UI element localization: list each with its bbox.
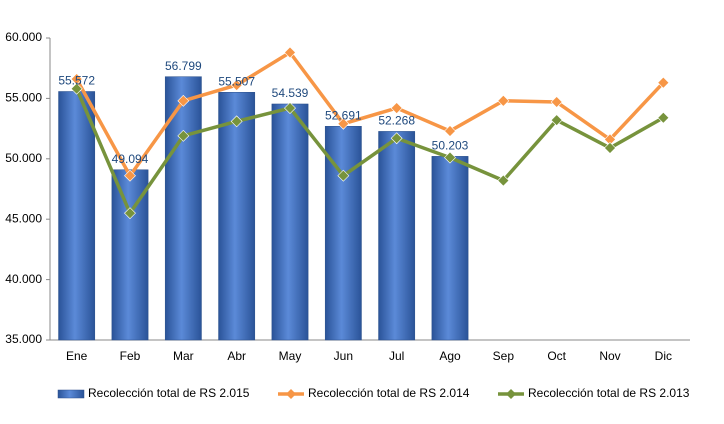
- y-tick-label: 50.000: [5, 151, 42, 165]
- bar: [271, 103, 309, 341]
- x-tick-label: Jun: [334, 349, 353, 363]
- legend-swatch: [57, 389, 85, 399]
- marker: [337, 117, 350, 130]
- x-tick-label: Feb: [120, 349, 141, 363]
- marker: [497, 174, 510, 187]
- bar: [378, 131, 416, 341]
- data-label: 55.572: [58, 74, 95, 88]
- marker: [230, 115, 243, 128]
- marker: [444, 151, 456, 164]
- line: [75, 50, 665, 178]
- y-tick-label: 60.000: [5, 30, 42, 44]
- marker: [230, 79, 243, 92]
- line: [75, 88, 665, 215]
- marker: [124, 207, 136, 220]
- marker: [70, 82, 83, 95]
- marker: [390, 102, 403, 114]
- legend-marker: [506, 389, 516, 399]
- marker: [284, 46, 296, 59]
- x-tick-label: Sep: [493, 349, 515, 363]
- x-tick-label: Ene: [66, 349, 88, 363]
- marker: [604, 142, 616, 154]
- x-tick-label: Ago: [439, 349, 461, 363]
- y-tick-label: 40.000: [5, 272, 42, 286]
- legend-label: Recolección total de RS 2.014: [308, 386, 470, 400]
- data-label: 56.799: [165, 59, 202, 73]
- x-tick-label: Nov: [599, 349, 620, 363]
- x-tick-label: May: [279, 349, 302, 363]
- data-label: 49.094: [112, 152, 149, 166]
- data-label: 50.203: [432, 139, 469, 153]
- marker: [550, 96, 563, 108]
- x-tick-label: Abr: [227, 349, 246, 363]
- marker: [284, 102, 296, 114]
- x-tick-label: Oct: [547, 349, 566, 363]
- x-tick-label: Dic: [655, 349, 672, 363]
- y-tick-label: 55.000: [5, 91, 42, 105]
- legend-label: Recolección total de RS 2.013: [528, 386, 690, 400]
- data-label: 54.539: [272, 86, 309, 100]
- bar: [218, 92, 256, 341]
- marker: [124, 169, 136, 182]
- bar: [58, 91, 96, 341]
- x-tick-label: Mar: [173, 349, 194, 363]
- marker: [177, 94, 190, 107]
- marker: [497, 94, 510, 107]
- y-tick-label: 45.000: [5, 211, 42, 225]
- data-label: 52.268: [378, 114, 415, 128]
- legend-marker: [286, 389, 296, 399]
- bar: [431, 156, 469, 341]
- marker: [657, 111, 670, 124]
- data-label: 55.507: [218, 74, 255, 88]
- marker: [444, 125, 456, 137]
- y-tick-label: 35.000: [5, 332, 42, 346]
- marker: [657, 76, 670, 89]
- marker: [177, 129, 190, 142]
- data-label: 52.691: [325, 108, 362, 122]
- marker: [390, 132, 403, 145]
- x-tick-label: Jul: [389, 349, 404, 363]
- marker: [337, 169, 350, 182]
- marker: [550, 114, 563, 127]
- legend-label: Recolección total de RS 2.015: [88, 386, 250, 400]
